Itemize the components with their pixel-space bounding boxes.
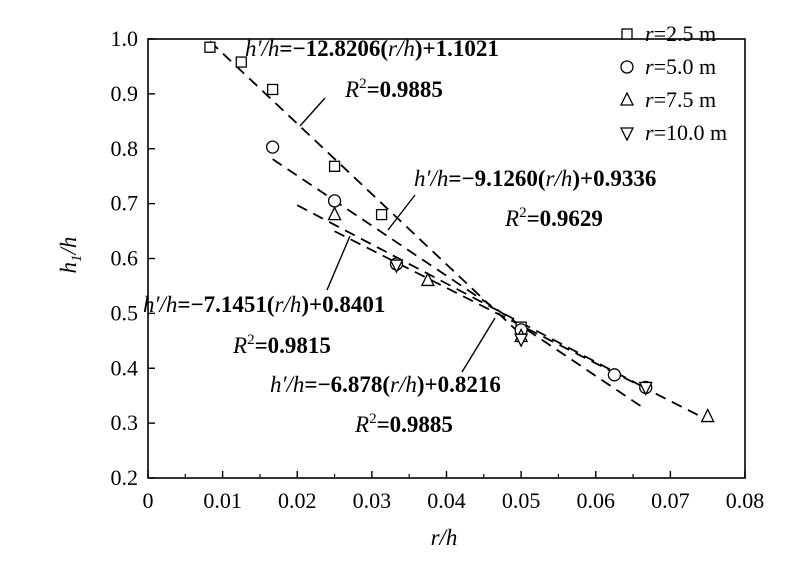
data-point-triangle-down [638, 381, 653, 396]
data-point-square [375, 208, 388, 221]
x-tick-label: 0.08 [726, 488, 765, 513]
data-point-square [266, 83, 279, 96]
legend-marker-triangle-up [619, 91, 635, 106]
annotation-leaders [299, 97, 496, 373]
legend-label: r=10.0 m [645, 120, 727, 145]
annotation-leader [326, 235, 351, 291]
legend-label: r=2.5 m [645, 21, 716, 46]
y-tick-label: 0.2 [111, 465, 139, 490]
fit-equation: h′/h=−6.878(r/h)+0.8216 [270, 372, 501, 397]
data-points [204, 41, 715, 423]
data-point-circle [327, 194, 342, 208]
data-point-circle [607, 368, 622, 382]
y-tick-label: 0.9 [111, 81, 139, 106]
data-point-triangle-up [420, 271, 435, 287]
y-tick-label: 0.3 [111, 410, 139, 435]
x-tick-label: 0.04 [427, 488, 466, 513]
fit-r-squared: R2=0.9815 [232, 332, 331, 358]
fit-annotations: h′/h=−12.8206(r/h)+1.1021 R2=0.9885 h′/h=−… [143, 36, 656, 437]
annotation-leader [461, 317, 496, 373]
data-point-square [328, 160, 341, 172]
y-tick-label: 1.0 [111, 26, 139, 51]
annotation-leader [387, 194, 416, 231]
legend-marker-square [621, 28, 633, 40]
data-point-circle [265, 140, 280, 154]
data-point-triangle-up [327, 206, 342, 221]
annotation-leader [299, 97, 326, 127]
fit-equation: h′/h=−12.8206(r/h)+1.1021 [245, 36, 499, 61]
fit-r-squared: R2=0.9629 [504, 205, 603, 231]
data-point-triangle-down [389, 259, 404, 274]
fit-line [296, 204, 647, 390]
x-tick-label: 0.06 [577, 488, 616, 513]
x-tick-label: 0.07 [651, 488, 690, 513]
y-axis-label: h1/h [56, 237, 85, 274]
legend: r=2.5 m r=5.0 m r=7.5 m r=10.0 m [619, 21, 727, 145]
fit-r-squared: R2=0.9885 [354, 411, 453, 437]
y-tick-label: 0.4 [111, 355, 139, 380]
data-point-square [235, 56, 247, 68]
fit-r-squared: R2=0.9885 [344, 76, 443, 102]
fit-equation: h′/h=−9.1260(r/h)+0.9336 [414, 166, 656, 191]
y-tick-label: 0.6 [111, 246, 139, 271]
legend-marker-circle [620, 60, 634, 74]
fit-lines [209, 40, 709, 421]
fit-equation: h′/h=−7.1451(r/h)+0.8401 [143, 292, 385, 317]
data-point-triangle-down [514, 333, 529, 348]
x-tick-label: 0.03 [353, 488, 392, 513]
legend-marker-triangle-down [619, 127, 635, 142]
x-tick-label: 0.02 [278, 488, 317, 513]
x-tick-label: 0 [143, 488, 154, 513]
x-tick-label: 0.05 [502, 488, 541, 513]
legend-label: r=5.0 m [645, 54, 716, 79]
x-tick-label: 0.01 [203, 488, 242, 513]
y-tick-label: 0.5 [111, 300, 139, 325]
axis-ticks: 0 0.01 0.02 0.03 0.04 0.05 0.06 0.07 0.08 0.2 0.3 0… [111, 26, 765, 513]
data-point-square [204, 41, 216, 53]
y-tick-label: 0.8 [111, 136, 139, 161]
y-tick-label: 0.7 [111, 191, 139, 216]
legend-label: r=7.5 m [645, 87, 716, 112]
data-point-triangle-up [700, 408, 715, 423]
x-axis-label: r/h [431, 525, 458, 550]
